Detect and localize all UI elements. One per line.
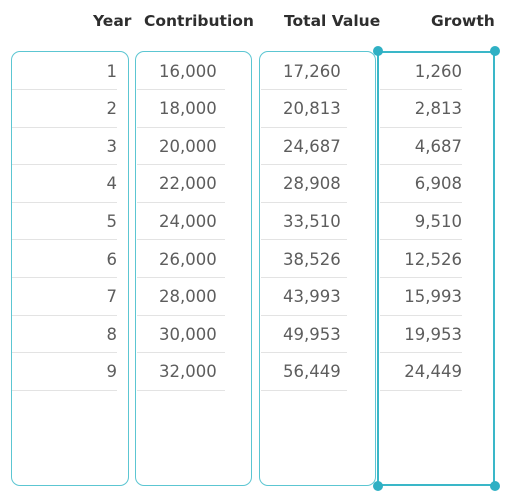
total-value-cell[interactable]: 20,813 [261, 90, 347, 128]
growth-cell[interactable]: 15,993 [380, 278, 462, 316]
contribution-cell[interactable]: 26,000 [137, 241, 225, 279]
selection-handle-top-left[interactable] [373, 46, 383, 56]
contribution-cell[interactable]: 24,000 [137, 203, 225, 241]
total-value-cell[interactable]: 38,526 [261, 241, 347, 279]
growth-column[interactable] [377, 51, 495, 486]
growth-cell[interactable]: 19,953 [380, 316, 462, 354]
total-value-cell[interactable]: 56,449 [261, 353, 347, 391]
header-growth: Growth [431, 12, 495, 30]
total-value-cell[interactable]: 33,510 [261, 203, 347, 241]
total-value-cell[interactable]: 28,908 [261, 165, 347, 203]
contribution-cell[interactable]: 18,000 [137, 90, 225, 128]
contribution-cell[interactable]: 16,000 [137, 53, 225, 91]
selection-handle-top-right[interactable] [490, 46, 500, 56]
growth-cell[interactable]: 1,260 [380, 53, 462, 91]
year-cell[interactable]: 2 [12, 90, 117, 128]
year-cell[interactable]: 6 [12, 241, 117, 279]
total-value-cell[interactable]: 24,687 [261, 128, 347, 166]
total-value-cell[interactable]: 17,260 [261, 53, 347, 91]
contribution-cell[interactable]: 32,000 [137, 353, 225, 391]
year-column[interactable] [11, 51, 129, 486]
year-cell[interactable]: 5 [12, 203, 117, 241]
contribution-column[interactable] [135, 51, 252, 486]
contribution-cell[interactable]: 30,000 [137, 316, 225, 354]
header-contribution: Contribution [144, 12, 254, 30]
growth-cell[interactable]: 4,687 [380, 128, 462, 166]
header-year: Year [93, 12, 132, 30]
header-total-value: Total Value [284, 12, 381, 30]
year-cell[interactable]: 9 [12, 353, 117, 391]
total-value-column[interactable] [259, 51, 376, 486]
growth-cell[interactable]: 2,813 [380, 90, 462, 128]
growth-cell[interactable]: 9,510 [380, 203, 462, 241]
growth-cell[interactable]: 24,449 [380, 353, 462, 391]
total-value-cell[interactable]: 43,993 [261, 278, 347, 316]
total-value-cell[interactable]: 49,953 [261, 316, 347, 354]
growth-cell[interactable]: 6,908 [380, 165, 462, 203]
year-cell[interactable]: 8 [12, 316, 117, 354]
year-cell[interactable]: 1 [12, 53, 117, 91]
contribution-cell[interactable]: 20,000 [137, 128, 225, 166]
selection-handle-bottom-right[interactable] [490, 481, 500, 491]
contribution-cell[interactable]: 28,000 [137, 278, 225, 316]
growth-cell[interactable]: 12,526 [380, 241, 462, 279]
year-cell[interactable]: 3 [12, 128, 117, 166]
contribution-cell[interactable]: 22,000 [137, 165, 225, 203]
year-cell[interactable]: 4 [12, 165, 117, 203]
selection-handle-bottom-left[interactable] [373, 481, 383, 491]
year-cell[interactable]: 7 [12, 278, 117, 316]
